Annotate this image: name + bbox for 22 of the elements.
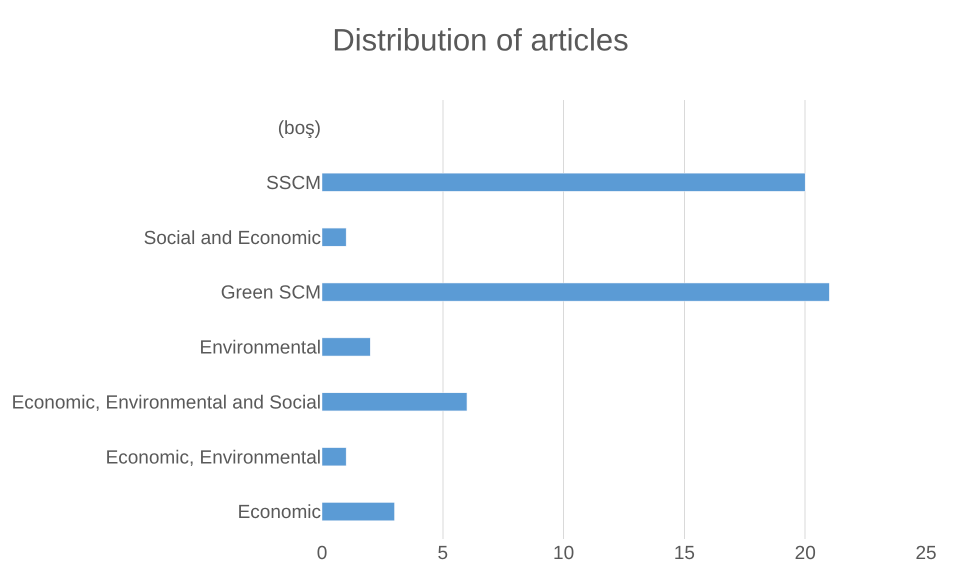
x-tick-label: 20: [794, 543, 816, 564]
bar: [322, 392, 468, 412]
y-tick-label: Social and Economic: [144, 228, 321, 249]
bar: [322, 502, 395, 521]
bar: [322, 447, 346, 466]
y-tick-label: Environmental: [200, 338, 321, 359]
y-tick-label: SSCM: [266, 172, 321, 194]
bar: [322, 338, 371, 356]
y-tick-label: Economic, Environmental: [106, 447, 321, 468]
x-tick-label: 10: [553, 543, 574, 564]
y-tick-label: (boş): [278, 118, 321, 140]
x-tick-label: 15: [674, 543, 695, 564]
bar: [322, 282, 830, 302]
bar: [322, 228, 346, 246]
y-tick-label: Economic, Environmental and Social: [12, 392, 321, 414]
y-tick-label: Green SCM: [220, 282, 321, 304]
x-tick-label: 0: [316, 543, 328, 564]
x-tick-label: 5: [438, 543, 448, 564]
x-tick-label: 25: [915, 543, 937, 564]
bar: [322, 173, 806, 192]
chart-title: Distribution of articles: [332, 22, 629, 58]
y-tick-label: Economic: [238, 502, 321, 524]
